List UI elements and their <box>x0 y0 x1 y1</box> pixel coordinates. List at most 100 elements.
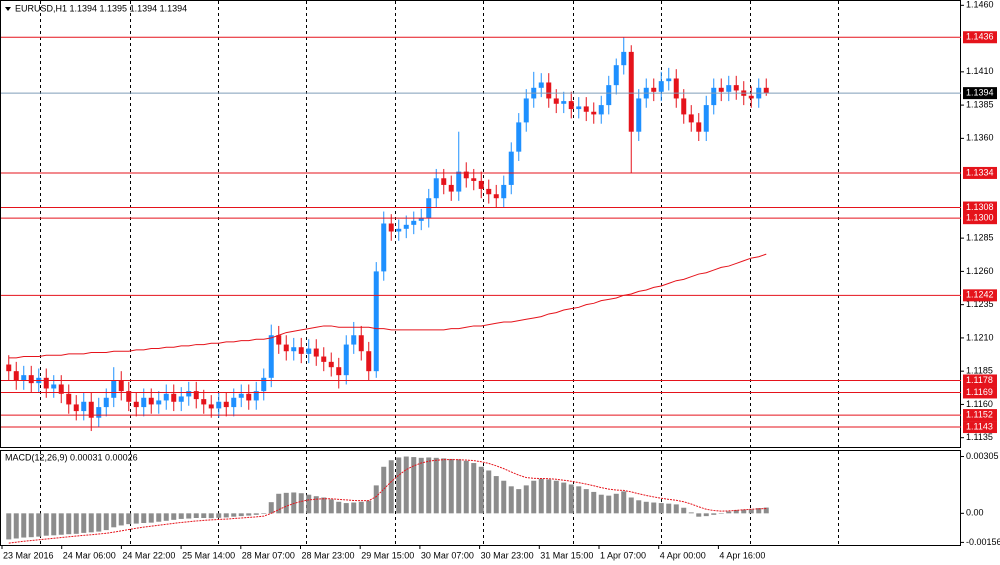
candle-body <box>171 393 177 402</box>
level-label-box <box>963 212 997 225</box>
y-tick-label: 1.1360 <box>966 133 994 143</box>
level-label-box <box>963 201 997 214</box>
candle-body <box>223 401 229 408</box>
macd-bar <box>621 491 627 514</box>
macd-bar <box>36 513 42 537</box>
macd-bar <box>223 513 229 518</box>
candle-body <box>711 87 717 106</box>
last-price-box <box>963 87 997 100</box>
candle-body <box>658 81 664 92</box>
candle-body <box>268 335 274 378</box>
macd-bar <box>756 508 762 514</box>
macd-bar <box>426 457 432 514</box>
level-label-box <box>963 421 997 434</box>
candle-body <box>598 105 604 115</box>
macd-bar <box>73 513 79 534</box>
x-tick-label: 30 Mar 23:00 <box>481 550 534 560</box>
chart-title: EURUSD,H1 1.1394 1.1395 1.1394 1.1394 <box>15 3 187 13</box>
candle-body <box>583 106 589 112</box>
x-tick-label: 23 Mar 2016 <box>3 550 54 560</box>
macd-bar <box>748 509 754 514</box>
candle-body <box>201 399 207 405</box>
macd-bar <box>606 495 612 514</box>
macd-bar <box>531 480 537 514</box>
macd-bar <box>253 513 259 515</box>
level-label-box <box>963 289 997 302</box>
macd-bar <box>126 513 132 525</box>
candle-body <box>193 391 199 400</box>
y-tick-label: -0.00156 <box>966 537 1000 547</box>
candle-body <box>486 188 492 195</box>
candle-body <box>51 384 57 389</box>
macd-bar <box>666 503 672 514</box>
x-tick-label: 25 Mar 14:00 <box>182 550 235 560</box>
macd-bar <box>486 470 492 514</box>
x-tick-label: 28 Mar 07:00 <box>242 550 295 560</box>
candle-body <box>381 223 387 272</box>
candle-body <box>253 391 259 401</box>
candle-body <box>328 361 334 368</box>
macd-bar <box>403 456 409 514</box>
macd-bar <box>163 513 169 521</box>
y-tick-label: 1.1235 <box>966 299 994 309</box>
candle-body <box>73 404 79 412</box>
candle-body <box>336 367 342 376</box>
candle-body <box>396 228 402 232</box>
macd-bar <box>741 509 747 514</box>
macd-bar <box>268 502 274 514</box>
level-label-box <box>963 386 997 399</box>
y-tick-label: 1.1385 <box>966 99 994 109</box>
y-tick-label: 1.1460 <box>966 0 994 10</box>
candle-body <box>493 194 499 199</box>
macd-bar <box>306 494 312 514</box>
candle-body <box>178 396 184 402</box>
last-price-label: 1.1394 <box>966 88 994 98</box>
macd-bar <box>576 486 582 514</box>
candle-body <box>118 380 124 392</box>
level-label: 1.1169 <box>966 387 993 397</box>
level-label-box <box>963 374 997 387</box>
candle-body <box>688 114 694 123</box>
macd-bar <box>681 507 687 514</box>
candle-body <box>6 364 12 372</box>
macd-bar <box>13 513 19 539</box>
macd-bar <box>276 493 282 514</box>
macd-bar <box>171 513 177 520</box>
macd-bar <box>553 480 559 514</box>
candle-body <box>133 401 139 408</box>
candle-body <box>283 344 289 352</box>
candle-body <box>351 335 357 345</box>
macd-bar <box>321 497 327 514</box>
macd-bar <box>673 504 679 514</box>
macd-bar <box>343 503 349 514</box>
candle-body <box>21 375 27 381</box>
macd-bar <box>636 500 642 514</box>
macd-bar <box>441 458 447 514</box>
level-label: 1.1334 <box>966 167 994 177</box>
candle-body <box>313 348 319 357</box>
macd-bar <box>208 513 214 519</box>
candle-body <box>636 98 642 132</box>
candle-body <box>208 404 214 409</box>
candle-body <box>13 371 19 381</box>
candle-body <box>628 51 634 132</box>
macd-label: MACD(12,26,9) 0.00031 0.00026 <box>5 452 138 462</box>
macd-bar <box>418 457 424 514</box>
y-tick-label: 1.1160 <box>966 399 993 409</box>
candle-body <box>433 178 439 199</box>
menu-arrow <box>5 7 11 11</box>
y-tick-label: 0.00 <box>966 508 984 518</box>
level-label: 1.1300 <box>966 213 994 223</box>
macd-bar <box>261 513 267 514</box>
macd-bar <box>336 501 342 514</box>
candle-body <box>621 51 627 66</box>
macd-bar <box>103 513 109 531</box>
macd-bar <box>688 512 694 514</box>
x-tick-label: 1 Apr 07:00 <box>600 550 646 560</box>
macd-bar <box>471 463 477 514</box>
x-tick-label: 24 Mar 06:00 <box>63 550 116 560</box>
candle-body <box>478 180 484 189</box>
candle-body <box>156 400 162 405</box>
macd-bar <box>703 513 709 517</box>
